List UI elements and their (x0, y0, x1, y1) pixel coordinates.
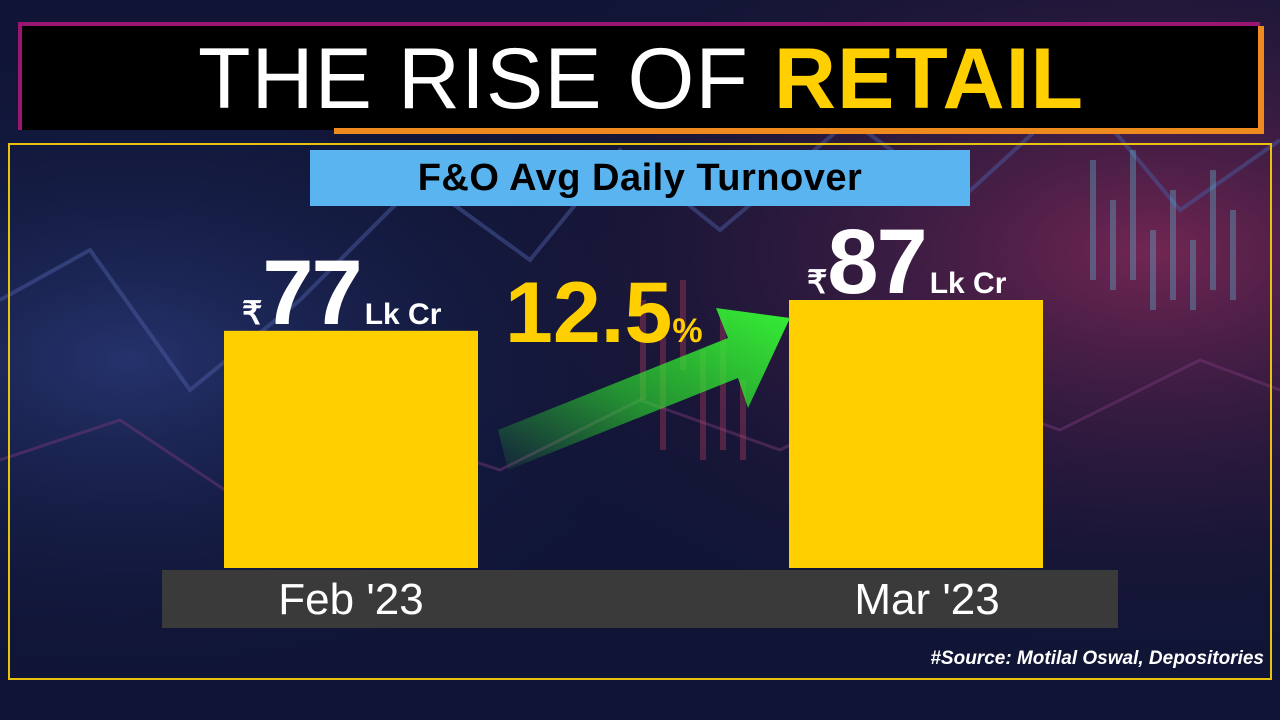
title-banner: THE RISE OF RETAIL (18, 22, 1264, 134)
growth-value: 12.5 (505, 265, 673, 361)
bar-mar-23 (789, 300, 1043, 568)
currency-symbol: ₹ (242, 294, 263, 331)
bar-value-number: 77 (262, 241, 362, 344)
up-right-arrow-icon (498, 308, 790, 470)
x-tick-label-feb: Feb '23 (278, 575, 424, 624)
title-plain-text: THE RISE OF (198, 31, 774, 127)
bar-feb-23 (224, 330, 478, 568)
chart-title: F&O Avg Daily Turnover (310, 150, 970, 206)
currency-symbol: ₹ (807, 264, 828, 300)
bar-value-label-feb: ₹77 Lk Cr (242, 247, 441, 339)
chart-frame (8, 143, 1272, 680)
bar-value-unit: Lk Cr (364, 297, 442, 331)
bar-value-label-mar: ₹87 Lk Cr (807, 216, 1006, 308)
growth-percent-sign: % (672, 312, 703, 350)
banner-accent-line-vertical (1258, 26, 1264, 134)
source-note: #Source: Motilal Oswal, Depositories (930, 648, 1264, 669)
bars-group (224, 300, 1043, 568)
title-accent-text: RETAIL (773, 31, 1084, 127)
page-title: THE RISE OF RETAIL (22, 34, 1260, 124)
banner-accent-line (334, 128, 1264, 134)
x-axis-band (162, 570, 1118, 628)
bar-value-unit: Lk Cr (929, 267, 1007, 300)
bar-value-number: 87 (827, 211, 927, 313)
growth-percentage-label: 12.5% (505, 268, 703, 358)
x-tick-label-mar: Mar '23 (854, 575, 1000, 624)
